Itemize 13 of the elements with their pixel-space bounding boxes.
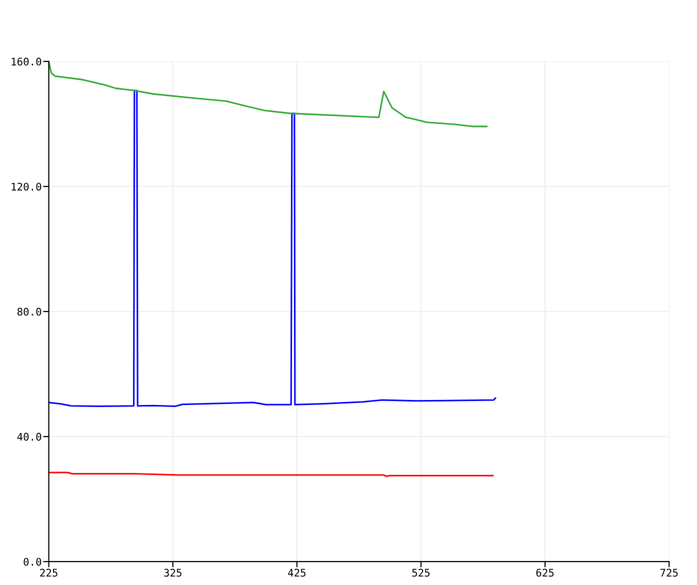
x-tick-label: 225	[40, 568, 58, 577]
x-tick-label: 625	[536, 568, 554, 577]
y-tick-label: 0.0	[24, 558, 42, 566]
x-tick-label: 425	[288, 568, 306, 577]
y-tick-label: 120.0	[12, 182, 42, 191]
y-tick-label: 80.0	[17, 308, 42, 316]
line-series	[48, 61, 488, 128]
y-tick-label: 160.0	[12, 58, 42, 66]
x-tick-label: 525	[412, 568, 430, 577]
line-series	[48, 90, 496, 407]
x-tick-label: 325	[164, 568, 182, 577]
x-tick-label: 725	[660, 568, 678, 577]
y-tick-label: 40.0	[17, 432, 42, 441]
